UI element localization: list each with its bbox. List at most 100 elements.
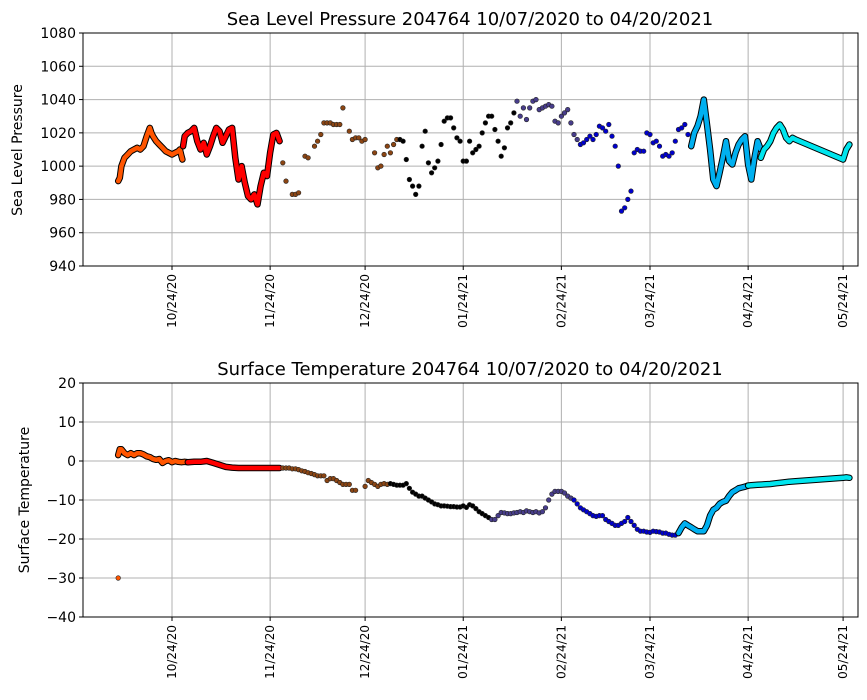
data-point <box>410 183 416 189</box>
x-tick-label: 03/24/21 <box>643 625 657 679</box>
x-tick-label: 03/24/21 <box>643 274 657 328</box>
data-point <box>492 516 498 523</box>
data-point <box>685 131 691 138</box>
data-point <box>435 158 441 164</box>
data-point <box>429 170 435 176</box>
x-tick-label: 10/24/20 <box>165 274 179 328</box>
chart-title: Sea Level Pressure 204764 10/07/2020 to … <box>227 9 714 30</box>
series-line <box>115 447 191 466</box>
data-point <box>622 205 628 211</box>
series-dark-slate <box>514 96 580 143</box>
data-point <box>679 125 685 131</box>
series-line <box>688 97 764 189</box>
data-point <box>356 135 362 141</box>
x-tick-label: 05/24/21 <box>836 274 850 328</box>
data-point <box>413 191 419 197</box>
x-tick-label: 05/24/21 <box>836 625 850 679</box>
series-line <box>745 475 852 488</box>
y-tick-label: 980 <box>49 192 76 208</box>
data-point <box>669 150 675 156</box>
data-point <box>672 138 678 144</box>
data-point <box>508 120 514 126</box>
data-point <box>441 118 447 124</box>
series-line <box>180 125 282 207</box>
data-point <box>305 155 311 161</box>
data-series <box>114 96 853 214</box>
series-line <box>676 483 751 536</box>
data-point <box>609 133 615 139</box>
data-point <box>561 490 568 496</box>
data-point <box>504 125 511 131</box>
y-tick-label: 940 <box>49 259 76 275</box>
data-point <box>403 481 409 487</box>
data-point <box>416 183 422 189</box>
y-tick-label: −10 <box>46 493 76 509</box>
x-tick-label: 11/24/20 <box>263 625 277 679</box>
sea-level-pressure-plot: Sea Level Pressure 204764 10/07/2020 to … <box>10 9 859 328</box>
data-point <box>625 196 631 202</box>
data-point <box>283 178 289 184</box>
data-point <box>457 138 463 144</box>
data-point <box>479 130 485 136</box>
data-point <box>599 512 606 519</box>
data-series <box>114 446 853 581</box>
data-point <box>520 105 527 111</box>
series-dark-slate <box>489 488 574 523</box>
data-point <box>606 121 612 128</box>
y-tick-label: −30 <box>46 571 76 587</box>
axes-frame <box>82 32 859 267</box>
data-point <box>511 110 517 116</box>
data-point <box>517 113 523 119</box>
y-tick-label: 1060 <box>40 59 76 75</box>
data-point <box>682 121 688 128</box>
chart-title: Surface Temperature 204764 10/07/2020 to… <box>217 359 722 380</box>
data-point <box>406 176 413 183</box>
data-point <box>549 103 555 109</box>
y-axis-label: Surface Temperature <box>17 427 33 573</box>
data-point <box>346 128 352 134</box>
series-dense-orange <box>114 124 186 185</box>
data-point <box>362 136 368 143</box>
series-line <box>758 122 852 162</box>
data-point <box>422 128 428 134</box>
data-point <box>337 121 343 128</box>
y-tick-label: 1080 <box>40 26 76 42</box>
y-tick-label: 960 <box>49 226 76 242</box>
series-line <box>185 458 282 471</box>
data-point <box>451 125 457 131</box>
data-point <box>574 136 580 143</box>
data-point <box>555 120 561 126</box>
data-point <box>425 160 432 166</box>
ticks: 940 960 980 1000 1020 1040 1060 1080 10/24/20 11/… <box>40 26 850 328</box>
series-cyan <box>757 121 853 163</box>
data-point <box>599 125 606 131</box>
data-point <box>296 190 302 196</box>
y-tick-label: 1000 <box>40 159 76 175</box>
data-point <box>612 143 618 149</box>
x-tick-label: 04/24/21 <box>741 274 755 328</box>
data-point <box>590 136 596 143</box>
series-red <box>184 457 283 472</box>
data-point <box>495 512 501 519</box>
data-point <box>523 116 530 123</box>
y-tick-label: 20 <box>58 376 76 392</box>
data-point <box>580 140 587 146</box>
data-point <box>625 514 631 521</box>
data-point <box>495 138 501 144</box>
data-point <box>571 131 577 138</box>
data-point <box>318 131 324 138</box>
series-black <box>397 110 517 197</box>
x-tick-label: 01/24/21 <box>456 274 470 328</box>
series-line <box>115 125 185 184</box>
x-tick-label: 01/24/21 <box>456 625 470 679</box>
data-point <box>571 497 577 503</box>
data-point <box>546 497 552 503</box>
data-point <box>666 153 672 159</box>
data-point <box>565 106 571 113</box>
data-point <box>539 509 546 515</box>
series-deep-sky-blue <box>687 96 765 190</box>
data-point <box>647 131 653 138</box>
grid <box>83 383 858 617</box>
data-point <box>384 143 390 149</box>
data-point <box>448 115 454 121</box>
